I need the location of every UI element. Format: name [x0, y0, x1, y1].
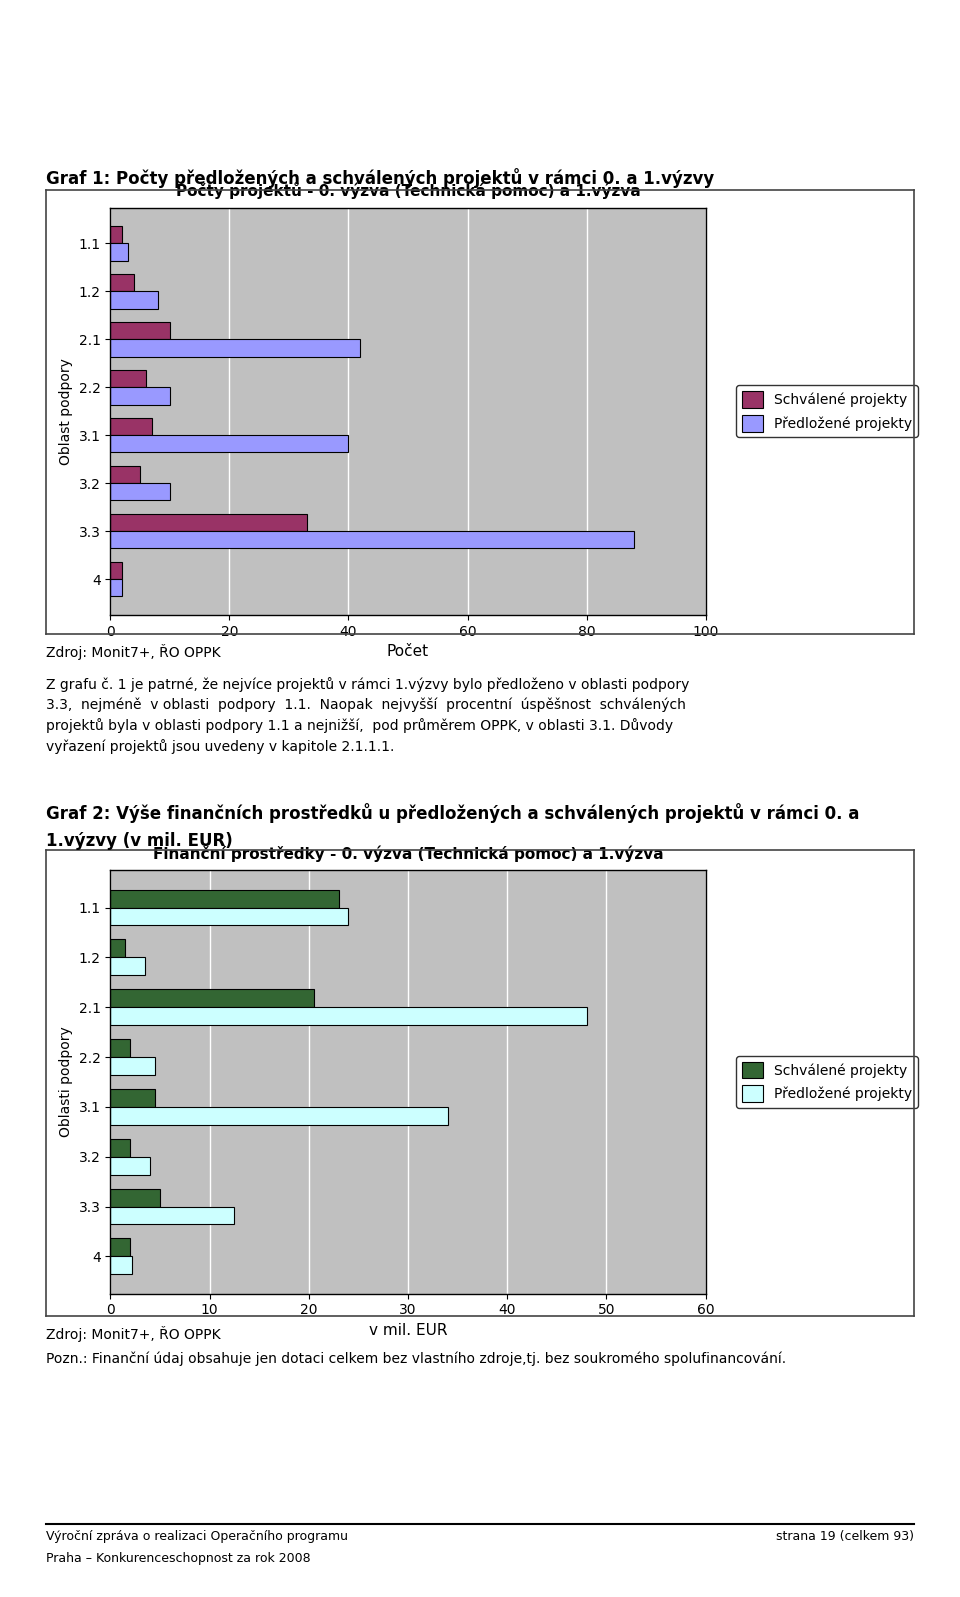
Bar — [110, 532, 635, 548]
Bar — [110, 1057, 156, 1075]
Bar — [110, 484, 170, 500]
Bar — [110, 890, 339, 907]
Text: Praha – Konkurenceschopnost za rok 2008: Praha – Konkurenceschopnost za rok 2008 — [46, 1552, 311, 1565]
Bar — [110, 939, 125, 957]
Legend: Schválené projekty, Předložené projekty: Schválené projekty, Předložené projekty — [736, 1056, 918, 1108]
Legend: Schválené projekty, Předložené projekty: Schválené projekty, Předložené projekty — [736, 385, 918, 438]
Text: Graf 1: Počty předložených a schválených projektů v rámci 0. a 1.výzvy: Graf 1: Počty předložených a schválených… — [46, 168, 714, 188]
Bar — [110, 466, 140, 484]
Bar — [110, 291, 158, 308]
Text: Zdroj: Monit7+, ŘO OPPK: Zdroj: Monit7+, ŘO OPPK — [46, 644, 221, 660]
Bar — [110, 989, 314, 1008]
Bar — [110, 957, 145, 976]
Text: Výroční zpráva o realizaci Operačního programu: Výroční zpráva o realizaci Operačního pr… — [46, 1530, 348, 1543]
X-axis label: v mil. EUR: v mil. EUR — [369, 1322, 447, 1338]
Bar — [110, 1107, 447, 1124]
Text: Pozn.: Finanční údaj obsahuje jen dotaci celkem bez vlastního zdroje,tj. bez sou: Pozn.: Finanční údaj obsahuje jen dotaci… — [46, 1351, 786, 1365]
Bar — [110, 371, 146, 386]
Bar — [110, 227, 122, 243]
X-axis label: Počet: Počet — [387, 644, 429, 660]
Bar — [110, 1257, 132, 1274]
Bar — [110, 1008, 587, 1025]
Bar — [110, 1207, 234, 1225]
Bar — [110, 436, 348, 452]
Bar — [110, 386, 170, 404]
Y-axis label: Oblast podpory: Oblast podpory — [59, 358, 73, 465]
Bar — [110, 1238, 131, 1257]
Text: strana 19 (celkem 93): strana 19 (celkem 93) — [776, 1530, 914, 1543]
Bar — [110, 1139, 131, 1156]
Bar — [110, 339, 360, 356]
Bar — [110, 243, 129, 260]
Bar — [110, 1089, 156, 1107]
Bar — [110, 580, 122, 596]
Bar — [110, 275, 134, 291]
Bar — [110, 514, 307, 532]
Bar — [110, 1040, 131, 1057]
Title: Finanční prostředky - 0. výzva (Technická pomoc) a 1.výzva: Finanční prostředky - 0. výzva (Technick… — [153, 846, 663, 862]
Y-axis label: Oblasti podpory: Oblasti podpory — [59, 1027, 73, 1137]
Bar — [110, 562, 122, 580]
Bar — [110, 323, 170, 339]
Text: Zdroj: Monit7+, ŘO OPPK: Zdroj: Monit7+, ŘO OPPK — [46, 1326, 221, 1341]
Bar — [110, 1188, 160, 1207]
Title: Počty projektů - 0. výzva (Technická pomoc) a 1.výzva: Počty projektů - 0. výzva (Technická pom… — [176, 182, 640, 200]
Bar — [110, 907, 348, 926]
Bar — [110, 1156, 150, 1175]
Text: Z grafu č. 1 je patrné, že nejvíce projektů v rámci 1.výzvy bylo předloženo v ob: Z grafu č. 1 je patrné, že nejvíce proje… — [46, 677, 689, 754]
Bar — [110, 418, 152, 436]
Text: 1.výzvy (v mil. EUR): 1.výzvy (v mil. EUR) — [46, 832, 233, 850]
Text: Graf 2: Výše finančních prostředků u předložených a schválených projektů v rámci: Graf 2: Výše finančních prostředků u pře… — [46, 803, 859, 824]
